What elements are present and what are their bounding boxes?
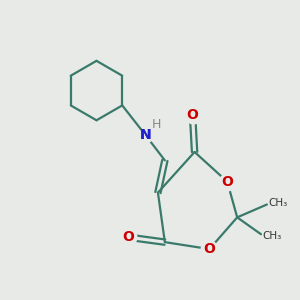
Text: N: N (140, 128, 152, 142)
Text: N: N (140, 128, 152, 142)
Text: CH₃: CH₃ (268, 198, 288, 208)
Text: O: O (187, 108, 199, 122)
Text: O: O (122, 230, 134, 244)
Text: CH₃: CH₃ (262, 231, 282, 241)
Text: H: H (152, 118, 161, 131)
Text: O: O (221, 175, 233, 189)
Text: O: O (203, 242, 215, 256)
